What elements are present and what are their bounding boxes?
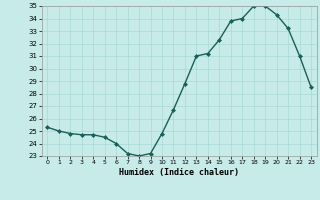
X-axis label: Humidex (Indice chaleur): Humidex (Indice chaleur) <box>119 168 239 177</box>
